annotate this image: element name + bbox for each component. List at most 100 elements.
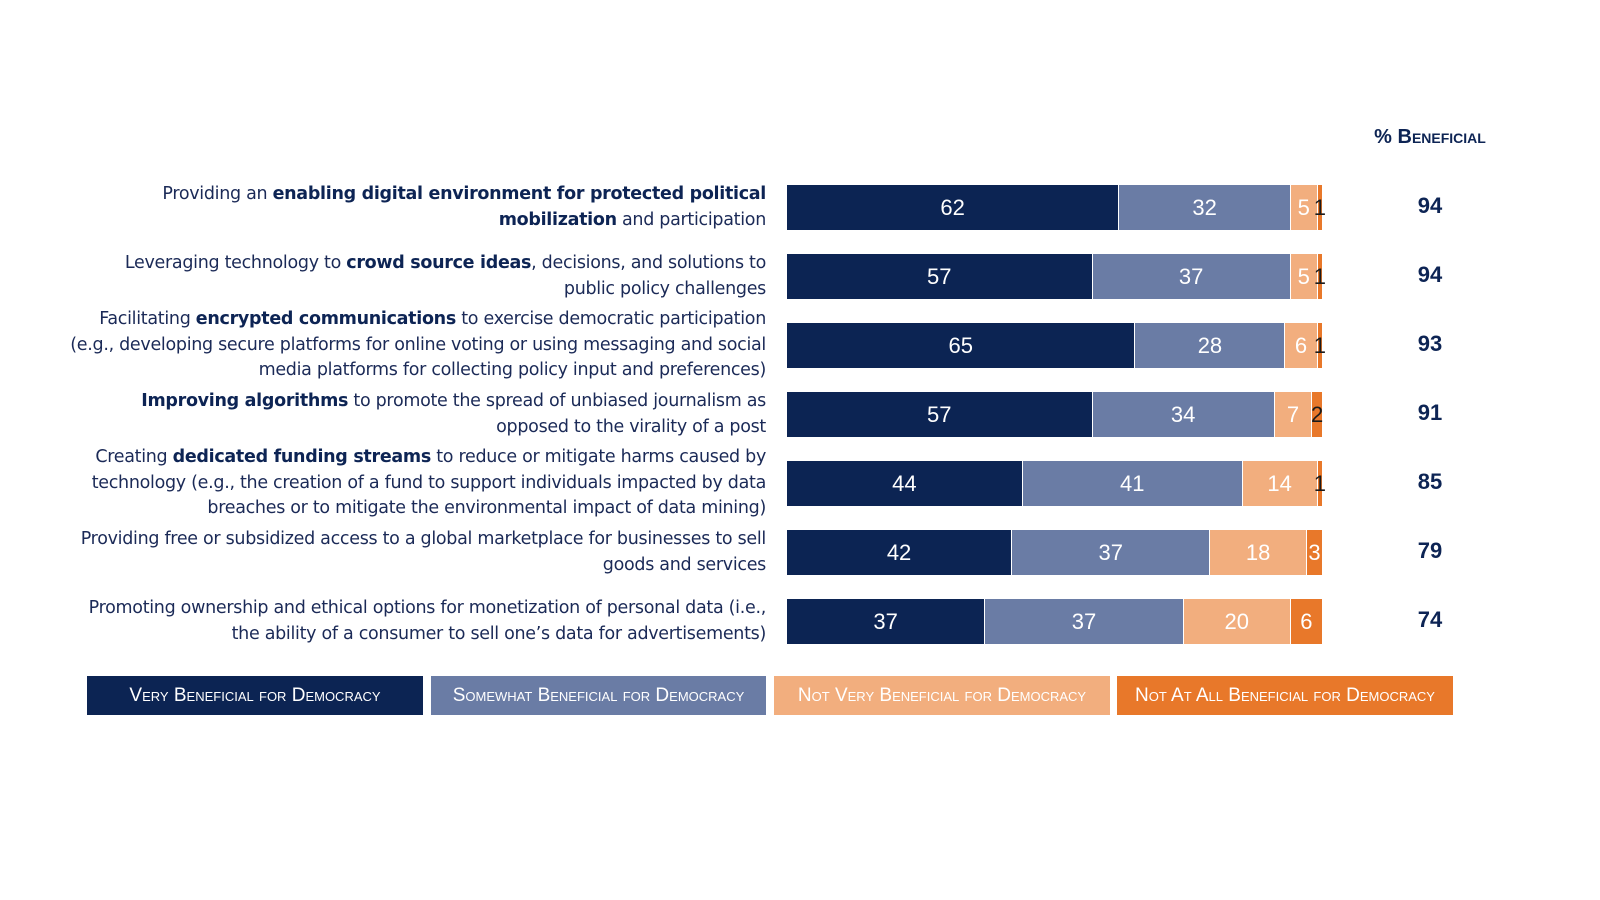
bar-segment: 6 [1290,599,1323,644]
bar-segment: 1 [1314,323,1326,368]
bar-segment: 32 [1119,185,1291,230]
legend-label: Not At All Beneficial for Democracy [1135,684,1435,706]
text: Facilitating [99,309,196,330]
data-label: 37 [1178,263,1204,289]
data-label: 37 [1071,608,1097,634]
legend-item: Not Very Beneficial for Democracy [774,676,1110,715]
legend-label: Not Very Beneficial for Democracy [797,684,1087,706]
data-label: 44 [892,470,917,496]
category-label: Improving algorithms to promote the spre… [70,380,766,449]
text: Creating [95,447,173,468]
category-text: Promoting ownership and ethical options … [70,596,767,647]
data-label: 28 [1197,332,1223,358]
bold-text: crowd source ideas [346,253,532,273]
data-label: 42 [886,539,912,565]
beneficial-header: % Beneficial [1374,126,1486,148]
category-label: Providing an enabling digital environmen… [70,173,766,242]
beneficial-value: 85 [1417,469,1443,494]
data-label: 20 [1224,608,1249,634]
beneficial-value: 94 [1417,262,1443,287]
bold-text: dedicated funding streams [172,447,432,468]
legend-item: Not At All Beneficial for Democracy [1117,676,1453,715]
bar-segment: 41 [1022,461,1243,506]
beneficial-value: 74 [1417,607,1443,632]
category-label: Facilitating encrypted communications to… [70,309,766,380]
category-text: Leveraging technology to crowd source id… [70,251,766,302]
bar-segment: 57 [787,254,1093,299]
text: , decisions, and solutions to public pol… [531,253,766,299]
bar-segment: 28 [1135,323,1286,368]
beneficial-value: 93 [1417,331,1443,356]
data-label: 6 [1300,608,1313,634]
data-label: 41 [1119,470,1145,496]
bar-segment: 37 [787,599,986,644]
beneficial-value: 79 [1417,538,1443,563]
category-label: Providing free or subsidized access to a… [70,518,767,587]
bar-segment: 37 [1012,530,1211,575]
legend-item: Very Beneficial for Democracy [87,676,423,715]
data-label: 1 [1313,332,1326,358]
legend-label: Very Beneficial for Democracy [129,684,381,706]
data-label: 1 [1313,194,1326,220]
bar-segment: 1 [1314,461,1326,506]
text: to exercise democratic participation (e.… [70,309,766,381]
bar-segment: 2 [1311,392,1324,437]
text: Promoting ownership and ethical options … [88,598,767,644]
legend-label: Somewhat Beneficial for Democracy [452,684,745,706]
category-text: Providing free or subsidized access to a… [70,527,767,578]
data-label: 6 [1294,332,1308,358]
beneficial-value: 94 [1417,193,1443,218]
data-label: 1 [1313,470,1326,496]
bar-segment: 1 [1314,254,1326,299]
bar-segment: 37 [985,599,1184,644]
category-text: Creating dedicated funding streams to re… [70,445,767,522]
data-label: 5 [1297,263,1310,289]
bar-segment: 37 [1092,254,1291,299]
data-label: 37 [873,608,898,634]
bar-segment: 62 [787,185,1120,230]
data-label: 2 [1311,401,1324,427]
beneficial-value: 91 [1417,400,1443,425]
data-label: 65 [948,332,973,358]
bar-segment: 34 [1092,392,1275,437]
bar-segment: 57 [787,392,1093,437]
bar-segment: 18 [1210,530,1307,575]
data-label: 57 [927,263,952,289]
legend-item: Somewhat Beneficial for Democracy [431,676,766,715]
bar-segment: 1 [1314,185,1326,230]
data-label: 7 [1286,401,1300,427]
bold-text: Improving algorithms [141,391,349,411]
text: Leveraging technology to [124,253,347,273]
text: Providing free or subsidized access to a… [80,529,767,575]
data-label: 32 [1192,194,1217,220]
bar-segment: 14 [1242,461,1318,506]
bar-segment: 44 [787,461,1023,506]
bar-segment: 42 [787,530,1013,575]
data-label: 5 [1297,194,1310,220]
data-label: 1 [1313,263,1326,289]
text: to promote the spread of unbiased journa… [348,391,766,437]
bar-segment: 5 [1290,185,1318,230]
data-label: 34 [1170,401,1196,427]
category-text: Facilitating encrypted communications to… [70,307,766,384]
text: and participation [616,209,766,230]
data-label: 18 [1245,539,1271,565]
bold-text: encrypted communications [195,309,456,330]
data-label: 14 [1267,470,1292,496]
data-label: 62 [940,194,965,220]
category-text: Providing an enabling digital environmen… [70,182,766,233]
bar-segment: 20 [1183,599,1291,644]
bar-segment: 7 [1274,392,1313,437]
bar-segment: 6 [1285,323,1318,368]
category-label: Leveraging technology to crowd source id… [70,242,766,311]
category-text: Improving algorithms to promote the spre… [70,389,766,440]
bar-segment: 5 [1290,254,1318,299]
text: Providing an [162,184,273,204]
data-label: 37 [1098,539,1123,565]
bar-segment: 65 [787,323,1136,368]
bar-segment: 3 [1306,530,1323,575]
data-label: 3 [1308,539,1321,565]
category-label: Promoting ownership and ethical options … [70,587,767,656]
bold-text: enabling digital environment for protect… [272,184,767,230]
